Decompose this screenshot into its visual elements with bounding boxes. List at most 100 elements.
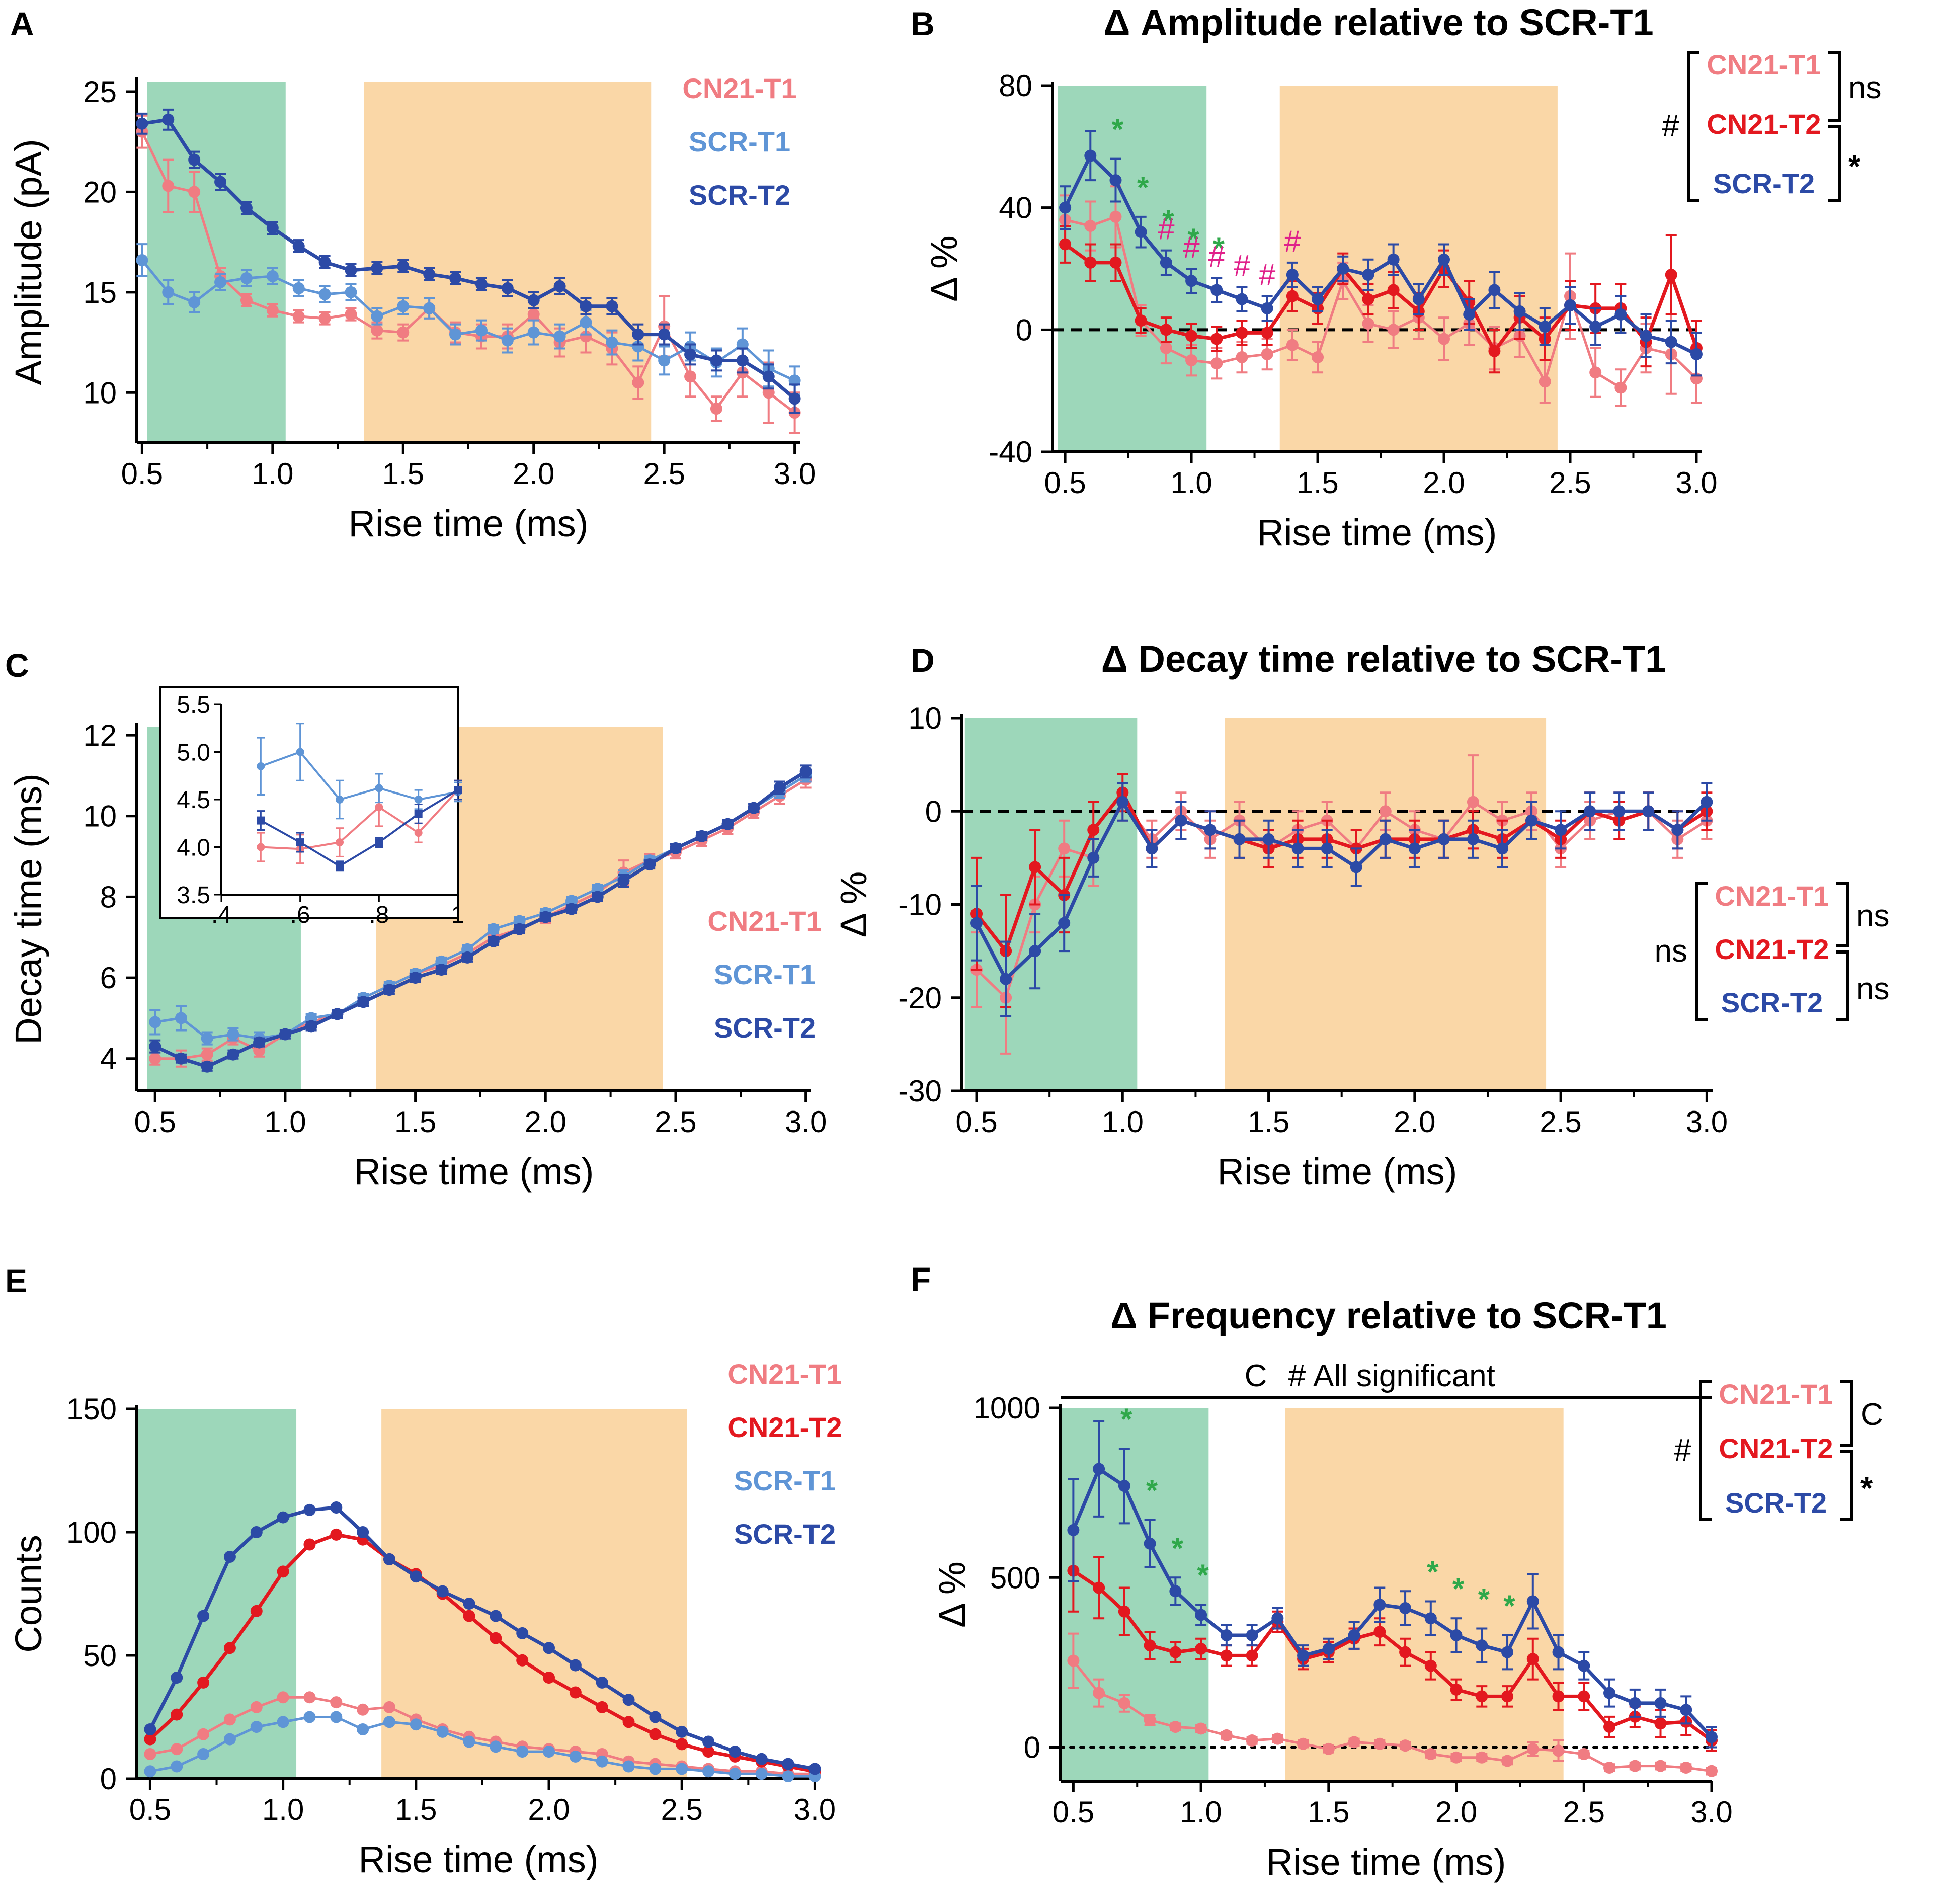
panel-f-comparison-top: C [1860,1397,1883,1432]
panel-a-shaded-region-orange [364,82,652,443]
point-scr-t2-0_5 [1059,201,1072,214]
point-cn21-t2-2_6 [702,1746,715,1758]
panel-f-sig-star: * [1452,1572,1465,1606]
panel-d-x-tick-label: 1.5 [1248,1105,1289,1139]
point-scr-t2-1_6 [423,268,436,280]
panel-f-bracket-bottom [1840,1450,1853,1521]
panel-b-label: B [911,5,935,42]
panel-a-y-tick-label: 25 [83,75,117,109]
point-scr-t2-1_5 [409,972,422,984]
point-cn21-t1-0_6 [171,1743,183,1756]
point-scr-t2-2_7 [1613,805,1626,818]
panel-a-x-tick-label: 2.0 [513,457,554,491]
point-scr-t2-0_7 [201,1060,213,1073]
point-scr-t2-2_6 [1603,1687,1616,1699]
point-scr-t2-1_9 [516,1627,529,1639]
point-cn21-t1-3 [1706,1765,1718,1777]
point-scr-t2-0_5 [144,1723,156,1735]
panel-c-legend-cn21-t1: CN21-T1 [707,905,822,937]
point-cn21-t1-0_9 [250,1701,263,1713]
panel-e-x-tick-label: 1.5 [395,1793,437,1827]
point-cn21-t2-0_9 [250,1605,263,1617]
panel-b-y-tick-label: -40 [989,435,1032,469]
point-scr-t2-1_6 [435,964,448,976]
point-cn21-t1-1 [1185,354,1198,366]
point-scr-t1-1_1 [292,282,305,294]
panel-f-series-cn21-t1 [1067,1632,1718,1777]
point-cn21-t1-0_8 [1058,842,1071,855]
point-scr-t1-2_1 [569,1750,582,1763]
point-scr-t2-1_5 [397,260,410,272]
point-scr-t1-2_2 [580,316,592,329]
panel-b-x-tick-label: 1.0 [1170,466,1212,500]
point-scr-t2-1_4 [1297,1649,1310,1662]
point-scr-t1-1_4 [371,310,383,323]
panel-b-x-axis-label: Rise time (ms) [1257,512,1497,553]
panel-c-y-tick-label: 10 [83,800,117,833]
panel-e-y-tick-label: 50 [83,1639,117,1673]
point-scr-t1-0_7 [201,1032,213,1045]
point-scr-t2-2_8 [1642,805,1655,818]
point-cn21-t1-1_1 [1210,357,1223,370]
point-cn21-t1-0_7 [1109,210,1122,223]
panel-e-x-tick-label: 2.0 [528,1793,570,1827]
panel-d-x-tick-label: 2.5 [1540,1105,1581,1139]
panel-e-legend-scr-t1: SCR-T1 [734,1465,836,1496]
point-cn21-t1-1_8 [1399,1739,1412,1752]
point-cn21-t1-0_7 [201,1048,213,1061]
point-scr-t2-0_8 [1135,226,1147,239]
panel-c-x-tick-label: 1.5 [394,1105,436,1139]
panel-f-x-tick-label: 3.0 [1690,1795,1732,1829]
panel-b-series-scr-t2 [1059,130,1703,377]
panel-a-legend-scr-t2: SCR-T2 [689,179,790,211]
point-scr-t2-1_1 [1146,842,1158,855]
panel-a-y-tick-label: 15 [83,276,117,309]
panel-a-y-axis-label: Amplitude (pA) [8,139,49,385]
point-scr-t2-1_2 [331,1008,344,1020]
point-cn21-t2-1_8 [1387,284,1400,296]
point-cn21-t1-1_2 [318,312,331,325]
panel-d-title: Δ Decay time relative to SCR-T1 [1101,638,1666,680]
point-scr-t2-1_8 [1387,253,1400,266]
panel-c-x-tick-label: 3.0 [785,1105,827,1139]
panel-d-y-axis-label: Δ % [833,871,874,938]
point-scr-t2-1_7 [449,272,462,284]
point-scr-t2-0_5 [1067,1524,1080,1536]
panel-d-x-tick-label: 0.5 [955,1105,997,1139]
point-scr-t2-1_2 [330,1501,343,1514]
panel-d-x-tick-label: 3.0 [1686,1105,1728,1139]
point-cn21-t1-0_5 [144,1748,156,1760]
point-scr-t2-2_2 [580,300,592,312]
inset-series-line-scr-t2 [260,789,459,867]
point-cn21-t1-2_1 [1476,1751,1488,1764]
chart-layer [126,51,1853,1792]
point-cn21-t2-2_4 [649,1728,662,1740]
point-scr-t2-2_2 [1501,1646,1514,1658]
point-cn21-t2-1_2 [330,1528,343,1541]
panel-f-sig-star: * [1146,1474,1158,1508]
point-cn21-t1-2 [1438,333,1450,345]
panel-f-sig-star: * [1172,1531,1184,1565]
point-cn21-t2-0_6 [1093,1581,1105,1594]
point-scr-t1-0_7 [197,1748,210,1760]
point-cn21-t1-0_9 [240,294,253,306]
panel-c-legend-scr-t2: SCR-T2 [714,1012,816,1044]
panel-f-x-axis-label: Rise time (ms) [1266,1841,1506,1883]
panel-b-y-tick-label: 40 [999,191,1032,225]
point-scr-t1-0_5 [144,1765,156,1778]
point-scr-t1-0_7 [188,296,201,308]
panel-f-label: F [911,1260,931,1298]
panel-b-sig-hash: # [1259,258,1276,292]
point-scr-t2-1_2 [318,256,331,268]
panel-b-sig-star: * [1112,113,1124,146]
point-cn21-t2-1_9 [1424,1659,1437,1672]
panel-c-x-tick-label: 2.0 [525,1105,566,1139]
point-scr-t2-2 [1450,1629,1463,1641]
point-scr-t2-0_7 [188,153,201,166]
point-cn21-t2-0_7 [1109,256,1122,269]
panel-a-x-tick-label: 1.0 [252,457,293,491]
panel-f-legend-scr-t2: SCR-T2 [1725,1487,1827,1519]
panel-f-series-scr-t2 [1067,1420,1718,1749]
panel-e-y-tick-label: 100 [66,1516,117,1549]
